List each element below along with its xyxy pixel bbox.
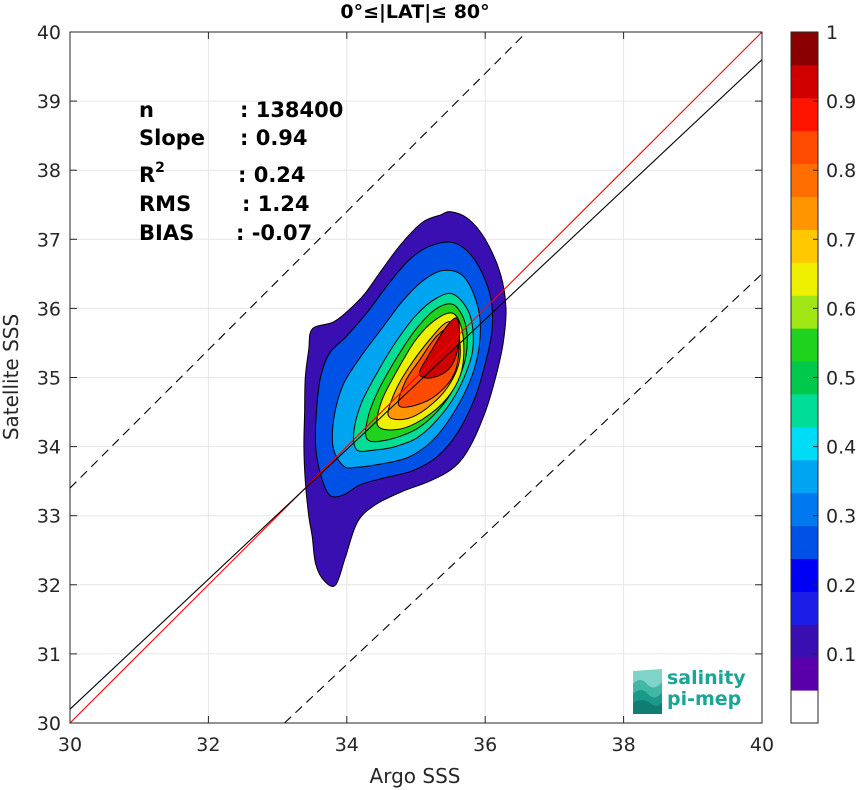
y-ticks: 30 31 32 33 34 35 36 37 38 39 40 [37, 22, 762, 735]
y-tick-label: 40 [37, 22, 61, 44]
stat-value-bias: : -0.07 [236, 221, 312, 245]
y-tick-label: 35 [37, 368, 61, 390]
colorbar-tick-label: 0.4 [826, 437, 856, 459]
colorbar-segment [791, 657, 818, 691]
x-tick-label: 40 [750, 734, 774, 756]
colorbar-tick-label: 0.1 [826, 644, 856, 666]
wave-logo-icon [633, 669, 662, 714]
stat-label-bias: BIAS [139, 221, 194, 245]
density-contours [303, 211, 507, 587]
colorbar-segment [791, 624, 818, 658]
upper-bound-line [70, 32, 528, 489]
stat-label-r: R2 [139, 160, 165, 187]
colorbar-segment [791, 558, 818, 592]
y-tick-label: 32 [37, 575, 61, 597]
colorbar-segment [791, 196, 818, 230]
logo-text-line1: salinity [667, 667, 746, 689]
x-ticks: 30 32 34 36 38 40 [58, 32, 774, 756]
contour-level-0.9 [418, 317, 461, 379]
colorbar-segment [791, 591, 818, 625]
stat-label-text: n [139, 98, 154, 122]
chart-title: 0°≤|LAT|≤ 80° [340, 1, 489, 23]
y-tick-label: 36 [37, 298, 61, 320]
stat-label-rms: RMS [139, 192, 191, 216]
colorbar-tick-label: 0.9 [826, 91, 856, 113]
colorbar-segment [791, 492, 818, 527]
colorbar-segment [791, 426, 818, 461]
stat-label-text: RMS [139, 192, 191, 216]
colorbar-tick-label: 1 [826, 22, 838, 44]
stat-value-slope: : 0.94 [240, 126, 308, 150]
colorbar: 0.1 0.2 0.3 0.4 0.5 0.6 0.7 0.8 0.9 1 [790, 22, 856, 724]
colorbar-segment [791, 97, 818, 132]
colorbar-segment [791, 459, 818, 494]
colorbar-segment [791, 328, 818, 362]
colorbar-tick-label: 0.2 [826, 575, 856, 597]
colorbar-segment [791, 690, 818, 724]
x-tick-label: 36 [473, 734, 497, 756]
y-tick-label: 30 [37, 713, 61, 735]
colorbar-segment [791, 262, 818, 296]
colorbar-tick-label: 0.7 [826, 229, 856, 251]
colorbar-segment [791, 229, 818, 263]
stat-value-r: : 0.24 [238, 163, 306, 187]
colorbar-segment [791, 525, 818, 559]
colorbar-segment [791, 32, 818, 66]
stat-value-n: : 138400 [240, 98, 343, 122]
statistics-box: n : 138400 Slope : 0.94 R2 : 0.24 RMS : 1.24 BIA… [139, 98, 343, 245]
regression-line [70, 59, 762, 710]
stat-label-superscript: 2 [155, 160, 165, 176]
stat-label-slope: Slope [139, 126, 205, 150]
colorbar-tick-label: 0.3 [826, 506, 856, 528]
stat-label-text: BIAS [139, 221, 194, 245]
colorbar-segment [791, 163, 818, 198]
y-tick-label: 39 [37, 91, 61, 113]
y-tick-label: 31 [37, 644, 61, 666]
y-tick-label: 34 [37, 437, 61, 459]
x-axis-label: Argo SSS [370, 764, 461, 788]
logo-text-line2: pi-mep [667, 688, 741, 710]
colorbar-segment [791, 130, 818, 165]
y-tick-label: 37 [37, 229, 61, 251]
salinity-pi-mep-logo: salinity pi-mep [633, 667, 746, 714]
colorbar-segment [791, 393, 818, 428]
x-tick-label: 30 [58, 734, 82, 756]
y-tick-label: 38 [37, 160, 61, 182]
colorbar-tick-label: 0.6 [826, 298, 856, 320]
colorbar-tick-label: 0.5 [826, 368, 856, 390]
stat-label-n: n [139, 98, 154, 122]
identity-line [70, 32, 762, 723]
x-tick-label: 32 [196, 734, 220, 756]
y-axis-label: Satellite SSS [0, 314, 23, 440]
stat-value-rms: : 1.24 [242, 192, 310, 216]
colorbar-tick-label: 0.8 [826, 160, 856, 182]
stat-label-text: Slope [139, 126, 205, 150]
reference-lines [70, 32, 762, 723]
y-tick-label: 33 [37, 506, 61, 528]
x-tick-label: 34 [335, 734, 359, 756]
colorbar-segment [791, 64, 818, 99]
lower-bound-line [284, 273, 762, 723]
x-tick-label: 38 [612, 734, 636, 756]
colorbar-segment [791, 295, 818, 329]
stat-label-text: R [139, 163, 155, 187]
